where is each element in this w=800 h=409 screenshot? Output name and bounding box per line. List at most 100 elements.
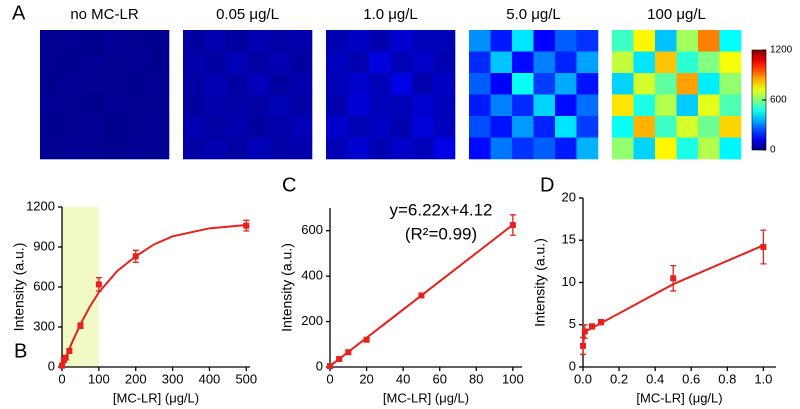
heatmap-cell — [676, 30, 699, 52]
heatmap-cell — [555, 116, 577, 138]
fit-line — [329, 224, 514, 367]
heatmap-cell — [347, 137, 370, 160]
heatmap-cell — [469, 51, 491, 74]
heatmap-cell — [390, 94, 413, 117]
x-tick-label: 300 — [162, 371, 184, 386]
y-tick-label: 5 — [569, 316, 576, 331]
heatmap-cell — [183, 51, 205, 74]
heatmap-cell — [326, 137, 348, 160]
heatmap-cell — [269, 94, 291, 117]
heatmap-cell — [290, 116, 313, 138]
heatmap-cell — [104, 73, 127, 95]
heatmap-cell — [347, 30, 370, 52]
y-tick-label: 300 — [33, 318, 55, 333]
heatmap-cell — [469, 30, 491, 52]
fit-line — [582, 244, 764, 346]
heatmap-cell — [576, 137, 599, 160]
heatmap-cell — [183, 73, 205, 95]
heatmap-cell — [433, 30, 456, 52]
heatmap-cell — [390, 73, 413, 95]
heatmap-cell — [433, 73, 456, 95]
heatmap-cell — [204, 73, 227, 95]
annotation: y=6.22x+4.12 — [389, 200, 492, 219]
heatmap-cell — [533, 73, 556, 95]
heatmap-cell — [204, 137, 227, 160]
heatmap-cell — [226, 73, 248, 95]
heatmap-cell — [269, 116, 291, 138]
y-axis-label: Intensity (a.u.) — [532, 238, 548, 327]
heatmap-cell — [676, 94, 699, 117]
heatmap-cell — [469, 116, 491, 138]
heatmap-cell — [676, 137, 699, 160]
panel-label: D — [540, 174, 554, 196]
heatmap-cell — [347, 73, 370, 95]
colorbar-tick-label: 600 — [770, 95, 787, 106]
heatmap-cell — [147, 51, 170, 74]
heatmap-cell — [512, 73, 534, 95]
heatmap-cell — [512, 94, 534, 117]
heatmap-cell — [126, 137, 148, 160]
heatmap-cell — [390, 30, 413, 52]
heatmap-cell — [269, 137, 291, 160]
colorbar-tick-label: 1200 — [770, 45, 793, 56]
heatmap-cell — [533, 51, 556, 74]
heatmap-cell — [633, 73, 656, 95]
heatmap-cell — [490, 51, 513, 74]
heatmap-cell — [633, 51, 656, 74]
heatmap-cell — [126, 94, 148, 117]
heatmap-cell — [83, 51, 105, 74]
heatmap-cell — [412, 94, 434, 117]
heatmap-cell — [612, 51, 634, 74]
heatmap-cell — [719, 137, 742, 160]
heatmap-cell — [147, 137, 170, 160]
panel-label: C — [282, 174, 296, 196]
heatmap-cell — [698, 73, 720, 95]
heatmap-cell — [655, 73, 677, 95]
heatmap-cell — [719, 116, 742, 138]
heatmap-cell — [555, 137, 577, 160]
heatmap-cell — [104, 137, 127, 160]
heatmap-cell — [290, 30, 313, 52]
heatmap-cell — [555, 30, 577, 52]
heatmap-cell — [576, 30, 599, 52]
fit-line — [61, 224, 247, 368]
heatmap-cell — [126, 51, 148, 74]
heatmap-cell — [533, 30, 556, 52]
heatmap-cell — [61, 73, 84, 95]
heatmap-cell — [433, 116, 456, 138]
heatmap-cell — [326, 30, 348, 52]
heatmap-cell — [469, 94, 491, 117]
heatmap-cell — [490, 94, 513, 117]
heatmap-cell — [512, 116, 534, 138]
heatmap-cell — [61, 51, 84, 74]
highlight-region — [62, 207, 99, 367]
panel-label: A — [12, 2, 26, 24]
x-tick-label: 500 — [235, 371, 257, 386]
heatmap-cell — [40, 137, 62, 160]
heatmap-cell — [269, 51, 291, 74]
panel-title: 100 μg/L — [647, 6, 706, 23]
heatmap-cell — [40, 30, 62, 52]
heatmap-cell — [83, 94, 105, 117]
colorbar-tick-label: 0 — [770, 145, 776, 156]
data-point — [95, 281, 102, 288]
heatmap-cell — [290, 94, 313, 117]
heatmap-cell — [576, 116, 599, 138]
heatmap-cell — [555, 94, 577, 117]
heatmap-cell — [719, 94, 742, 117]
heatmap-cell — [183, 30, 205, 52]
heatmap-cell — [576, 94, 599, 117]
heatmap-cell — [612, 137, 634, 160]
heatmap-cell — [247, 116, 270, 138]
y-tick-label: 900 — [33, 238, 55, 253]
heatmap-cell — [147, 94, 170, 117]
heatmap-cell — [369, 30, 391, 52]
heatmap-cell — [412, 137, 434, 160]
heatmap-cell — [226, 137, 248, 160]
y-axis-label: Intensity (a.u.) — [11, 243, 27, 332]
heatmap-cell — [655, 116, 677, 138]
heatmap-cell — [655, 94, 677, 117]
heatmap-cell — [347, 116, 370, 138]
heatmap-cell — [698, 30, 720, 52]
data-point — [670, 275, 677, 282]
